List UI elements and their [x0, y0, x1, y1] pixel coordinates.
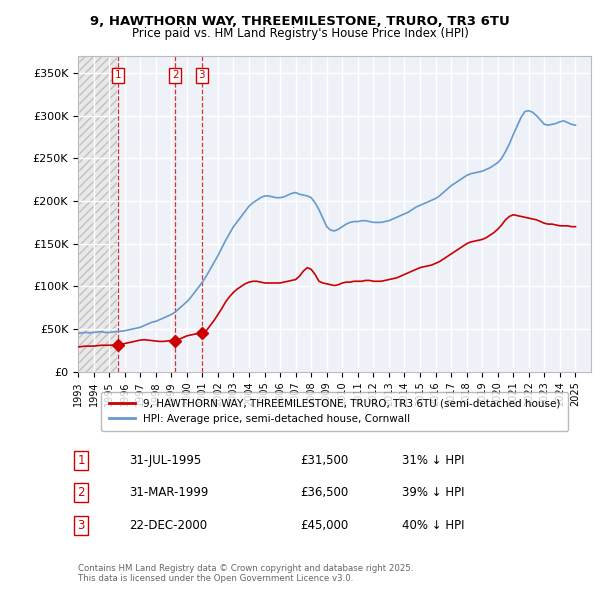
Text: £45,000: £45,000	[300, 519, 348, 532]
Text: 40% ↓ HPI: 40% ↓ HPI	[402, 519, 464, 532]
Text: 9, HAWTHORN WAY, THREEMILESTONE, TRURO, TR3 6TU: 9, HAWTHORN WAY, THREEMILESTONE, TRURO, …	[90, 15, 510, 28]
Text: 1: 1	[77, 454, 85, 467]
Legend: 9, HAWTHORN WAY, THREEMILESTONE, TRURO, TR3 6TU (semi-detached house), HPI: Aver: 9, HAWTHORN WAY, THREEMILESTONE, TRURO, …	[101, 392, 568, 431]
Text: £31,500: £31,500	[300, 454, 348, 467]
Text: £36,500: £36,500	[300, 486, 348, 499]
Text: 22-DEC-2000: 22-DEC-2000	[129, 519, 207, 532]
Text: Price paid vs. HM Land Registry's House Price Index (HPI): Price paid vs. HM Land Registry's House …	[131, 27, 469, 40]
Text: 3: 3	[77, 519, 85, 532]
Text: 31-MAR-1999: 31-MAR-1999	[129, 486, 208, 499]
Text: 1: 1	[115, 70, 121, 80]
Text: 2: 2	[77, 486, 85, 499]
Text: 3: 3	[199, 70, 205, 80]
Text: 2: 2	[172, 70, 178, 80]
Text: Contains HM Land Registry data © Crown copyright and database right 2025.
This d: Contains HM Land Registry data © Crown c…	[78, 563, 413, 583]
Text: 39% ↓ HPI: 39% ↓ HPI	[402, 486, 464, 499]
Text: 31% ↓ HPI: 31% ↓ HPI	[402, 454, 464, 467]
Text: 31-JUL-1995: 31-JUL-1995	[129, 454, 201, 467]
